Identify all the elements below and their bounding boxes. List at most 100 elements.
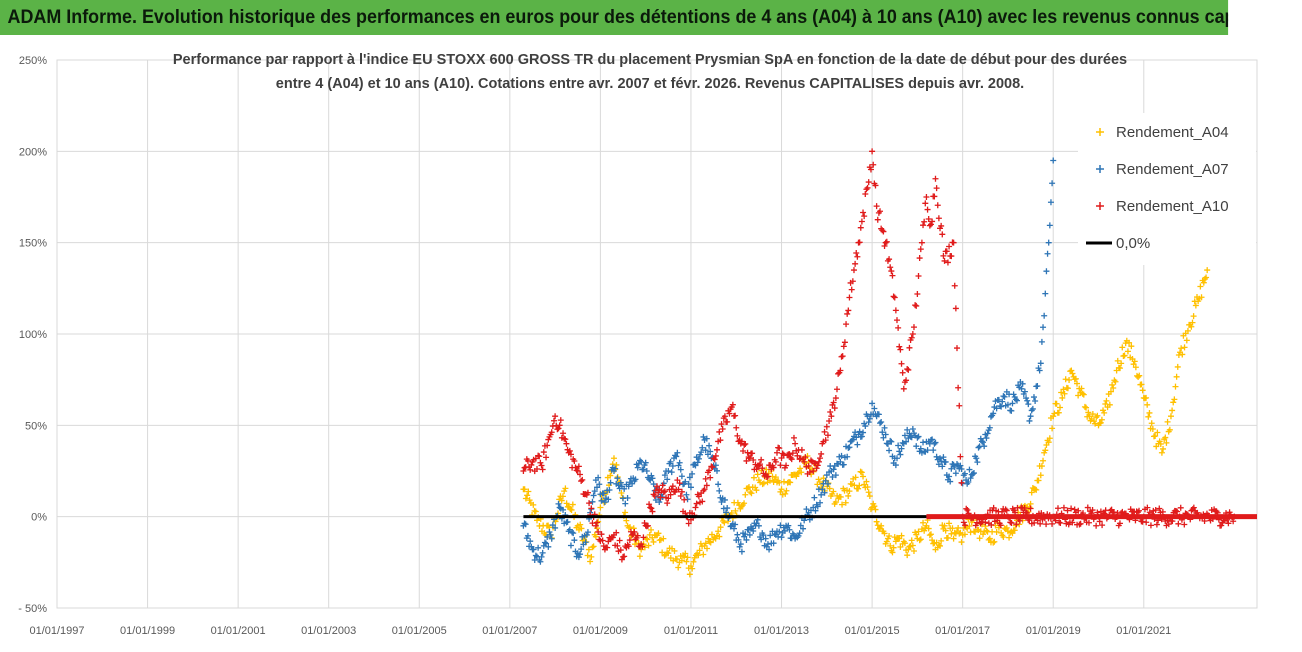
data-marker bbox=[1026, 417, 1033, 424]
data-marker bbox=[798, 446, 805, 453]
data-marker bbox=[898, 360, 905, 367]
data-marker bbox=[846, 294, 853, 301]
data-marker bbox=[974, 459, 981, 466]
data-marker bbox=[695, 552, 702, 559]
data-marker bbox=[812, 507, 819, 514]
data-marker bbox=[598, 531, 605, 538]
data-marker bbox=[937, 455, 944, 462]
data-marker bbox=[569, 501, 576, 508]
data-marker bbox=[1130, 361, 1137, 368]
data-marker bbox=[1174, 508, 1181, 515]
data-marker bbox=[863, 186, 870, 193]
data-marker bbox=[1163, 439, 1170, 446]
data-marker bbox=[632, 476, 639, 483]
data-marker bbox=[887, 542, 894, 549]
data-marker bbox=[857, 224, 864, 231]
data-marker bbox=[651, 492, 658, 499]
data-marker bbox=[976, 535, 983, 542]
data-marker bbox=[926, 532, 933, 539]
data-marker bbox=[817, 499, 824, 506]
data-marker bbox=[754, 471, 761, 478]
data-marker bbox=[1053, 400, 1060, 407]
data-marker bbox=[712, 535, 719, 542]
data-marker bbox=[616, 537, 623, 544]
data-marker bbox=[1181, 344, 1188, 351]
data-marker bbox=[675, 564, 682, 571]
data-marker bbox=[886, 447, 893, 454]
data-marker bbox=[962, 522, 969, 529]
data-marker bbox=[623, 517, 630, 524]
data-marker bbox=[1109, 381, 1116, 388]
data-marker bbox=[990, 410, 997, 417]
legend-plus-marker bbox=[1096, 128, 1104, 136]
data-marker bbox=[647, 504, 654, 511]
data-marker bbox=[845, 492, 852, 499]
data-marker bbox=[1038, 463, 1045, 470]
data-marker bbox=[712, 452, 719, 459]
data-marker bbox=[1139, 387, 1146, 394]
data-marker bbox=[605, 496, 612, 503]
data-marker bbox=[967, 475, 974, 482]
data-marker bbox=[724, 418, 731, 425]
data-marker bbox=[990, 539, 997, 546]
data-marker bbox=[923, 194, 930, 200]
data-marker bbox=[758, 456, 765, 463]
data-marker bbox=[857, 468, 864, 475]
data-marker bbox=[894, 455, 900, 462]
data-marker bbox=[890, 293, 897, 300]
data-marker bbox=[1190, 313, 1197, 320]
data-marker bbox=[738, 438, 745, 445]
data-marker bbox=[801, 517, 808, 524]
data-marker bbox=[692, 504, 699, 511]
y-tick-label: 0% bbox=[31, 512, 47, 524]
data-marker bbox=[807, 457, 814, 464]
data-marker bbox=[1054, 505, 1061, 512]
data-marker bbox=[676, 459, 683, 466]
legend-plus-marker bbox=[1096, 165, 1104, 173]
data-marker bbox=[772, 474, 779, 481]
data-marker bbox=[627, 524, 634, 531]
data-marker bbox=[543, 540, 550, 547]
data-marker bbox=[903, 438, 910, 445]
data-marker bbox=[749, 450, 756, 457]
data-marker bbox=[724, 505, 731, 512]
data-marker bbox=[742, 440, 749, 447]
data-marker bbox=[830, 466, 837, 473]
data-marker bbox=[689, 565, 696, 572]
data-marker bbox=[707, 539, 714, 546]
data-marker bbox=[904, 552, 911, 559]
data-marker bbox=[863, 478, 870, 485]
data-marker bbox=[983, 527, 990, 534]
x-tick-label: 01/01/2005 bbox=[392, 625, 447, 637]
series-rendement_a07 bbox=[520, 157, 1057, 565]
data-marker bbox=[961, 470, 968, 477]
data-marker bbox=[1218, 522, 1225, 529]
data-marker bbox=[818, 450, 825, 457]
x-tick-label: 01/01/2013 bbox=[754, 625, 809, 637]
data-marker bbox=[714, 446, 720, 453]
data-marker bbox=[606, 487, 613, 494]
data-marker bbox=[862, 423, 869, 430]
data-marker bbox=[852, 474, 859, 481]
data-marker bbox=[1001, 393, 1008, 400]
data-marker bbox=[652, 496, 659, 503]
data-marker bbox=[646, 501, 653, 508]
data-marker bbox=[1173, 373, 1180, 380]
data-marker bbox=[695, 455, 702, 462]
data-marker bbox=[908, 434, 915, 441]
data-marker bbox=[1008, 407, 1015, 414]
data-marker bbox=[537, 558, 544, 565]
data-marker bbox=[764, 541, 771, 548]
data-marker bbox=[701, 486, 708, 493]
data-marker bbox=[1085, 409, 1092, 416]
data-marker bbox=[776, 479, 783, 486]
data-marker bbox=[856, 428, 863, 435]
data-marker bbox=[1178, 345, 1185, 352]
data-marker bbox=[794, 470, 801, 477]
data-marker bbox=[1034, 382, 1041, 389]
data-marker bbox=[777, 522, 784, 529]
data-marker bbox=[952, 470, 959, 477]
data-marker bbox=[789, 450, 796, 457]
data-marker bbox=[772, 458, 779, 465]
data-marker bbox=[865, 489, 872, 496]
